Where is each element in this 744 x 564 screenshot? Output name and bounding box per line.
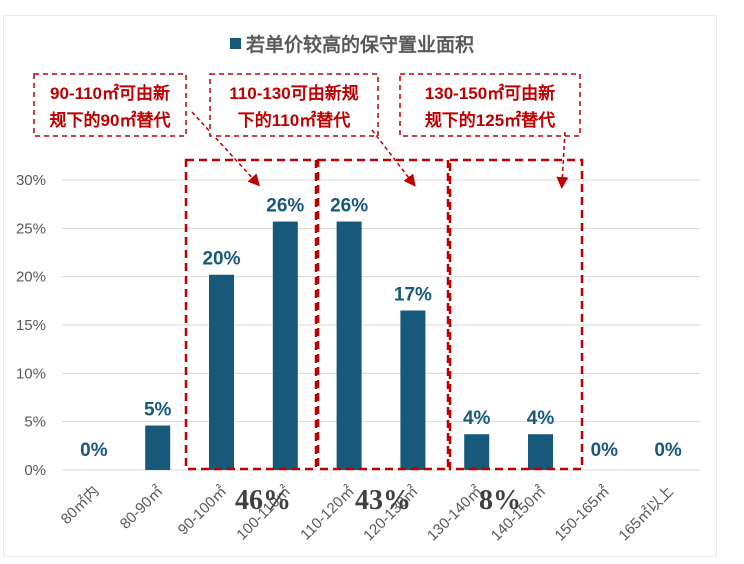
y-tick-label: 0%	[24, 462, 46, 479]
y-tick-label: 15%	[16, 317, 46, 334]
chart-title: 若单价较高的保守置业面积	[246, 33, 474, 56]
data-label: 4%	[527, 408, 555, 429]
callout-box	[209, 73, 379, 137]
data-labels: 0% 5% 20% 26% 26% 17% 4% 4% 0% 0%	[80, 196, 682, 461]
bar	[272, 221, 298, 470]
data-label: 0%	[654, 440, 682, 461]
callout-arrow	[191, 111, 261, 187]
bar	[145, 425, 171, 470]
y-tick-label: 25%	[16, 220, 46, 237]
x-tick-label: 90-100㎡	[175, 483, 231, 539]
bar	[464, 434, 490, 470]
data-label: 26%	[330, 196, 368, 217]
group-box	[184, 158, 318, 471]
bar	[400, 310, 426, 470]
y-tick-label: 30%	[16, 172, 46, 189]
y-tick-label: 20%	[16, 269, 46, 286]
callout-box	[399, 73, 581, 137]
x-tick-label: 130-140㎡	[424, 483, 486, 545]
data-label: 17%	[394, 285, 432, 306]
y-tick-label: 5%	[24, 414, 46, 431]
callout-text: 规下的90㎡替代	[50, 110, 171, 130]
x-tick-label: 165㎡以上	[615, 483, 677, 545]
legend: 若单价较高的保守置业面积	[230, 33, 474, 56]
callout-text: 110-130可由新规	[229, 83, 358, 103]
group-box	[316, 158, 450, 471]
y-axis-ticks: 0% 5% 10% 15% 20% 25% 30%	[16, 172, 46, 479]
group-share-label: 43%	[355, 485, 411, 516]
x-tick-label: 80㎡内	[58, 483, 103, 528]
callout-text: 下的110㎡替代	[238, 110, 350, 130]
callout-text: 规下的125㎡替代	[425, 110, 555, 130]
callout-arrow	[556, 131, 569, 189]
x-tick-label: 150-165㎡	[552, 483, 614, 545]
callout-arrow	[371, 129, 416, 187]
data-label: 20%	[202, 249, 240, 270]
bar	[336, 221, 362, 470]
group-box	[448, 158, 584, 471]
data-label: 5%	[144, 400, 172, 421]
callout-text: 130-150㎡可由新	[425, 83, 555, 103]
data-label: 26%	[266, 196, 304, 217]
x-tick-label: 80-90㎡	[117, 483, 167, 533]
y-tick-label: 10%	[16, 365, 46, 382]
data-label: 4%	[463, 408, 491, 429]
group-share-label: 8%	[479, 485, 521, 516]
callout-text: 90-110㎡可由新	[50, 83, 170, 103]
bars	[145, 221, 553, 470]
group-share-label: 46%	[235, 485, 291, 516]
bar	[528, 434, 553, 470]
data-label: 0%	[591, 440, 619, 461]
callout-box	[33, 73, 187, 137]
bar	[209, 274, 234, 470]
x-tick-label: 110-120㎡	[297, 483, 358, 544]
legend-swatch	[230, 38, 241, 49]
data-label: 0%	[80, 440, 108, 461]
